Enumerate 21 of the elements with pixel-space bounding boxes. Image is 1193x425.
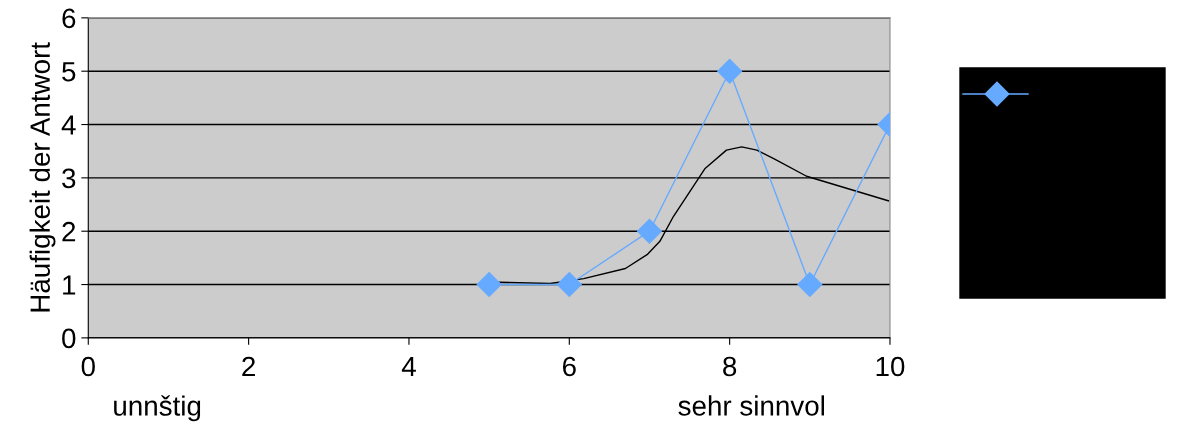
text: unnštig: [114, 395, 201, 422]
x-tick-label: 8: [723, 356, 737, 377]
x-tick-label: 6: [562, 356, 576, 377]
y-axis-title: Häufigkeit der Antwort: [29, 42, 56, 312]
x-tick-label: 10: [876, 356, 905, 377]
y-tick-label: 1: [63, 275, 76, 295]
point: [556, 272, 582, 298]
y-tick-label: 0: [62, 328, 76, 349]
point: [797, 272, 823, 298]
point: [636, 218, 662, 244]
point: [717, 58, 743, 84]
x-tick-label: 0: [81, 356, 95, 377]
text: sehr sinnvol: [678, 395, 824, 416]
x-tick-label: 4: [401, 356, 416, 377]
y-tick-label: 4: [61, 115, 76, 135]
y-tick-label: 6: [62, 8, 76, 29]
y-tick-label: 3: [62, 168, 76, 189]
y-tick-label: 5: [62, 62, 76, 82]
x-tick-label: 2: [242, 356, 255, 377]
y-tick-label: 2: [62, 221, 76, 242]
point: [476, 272, 502, 298]
